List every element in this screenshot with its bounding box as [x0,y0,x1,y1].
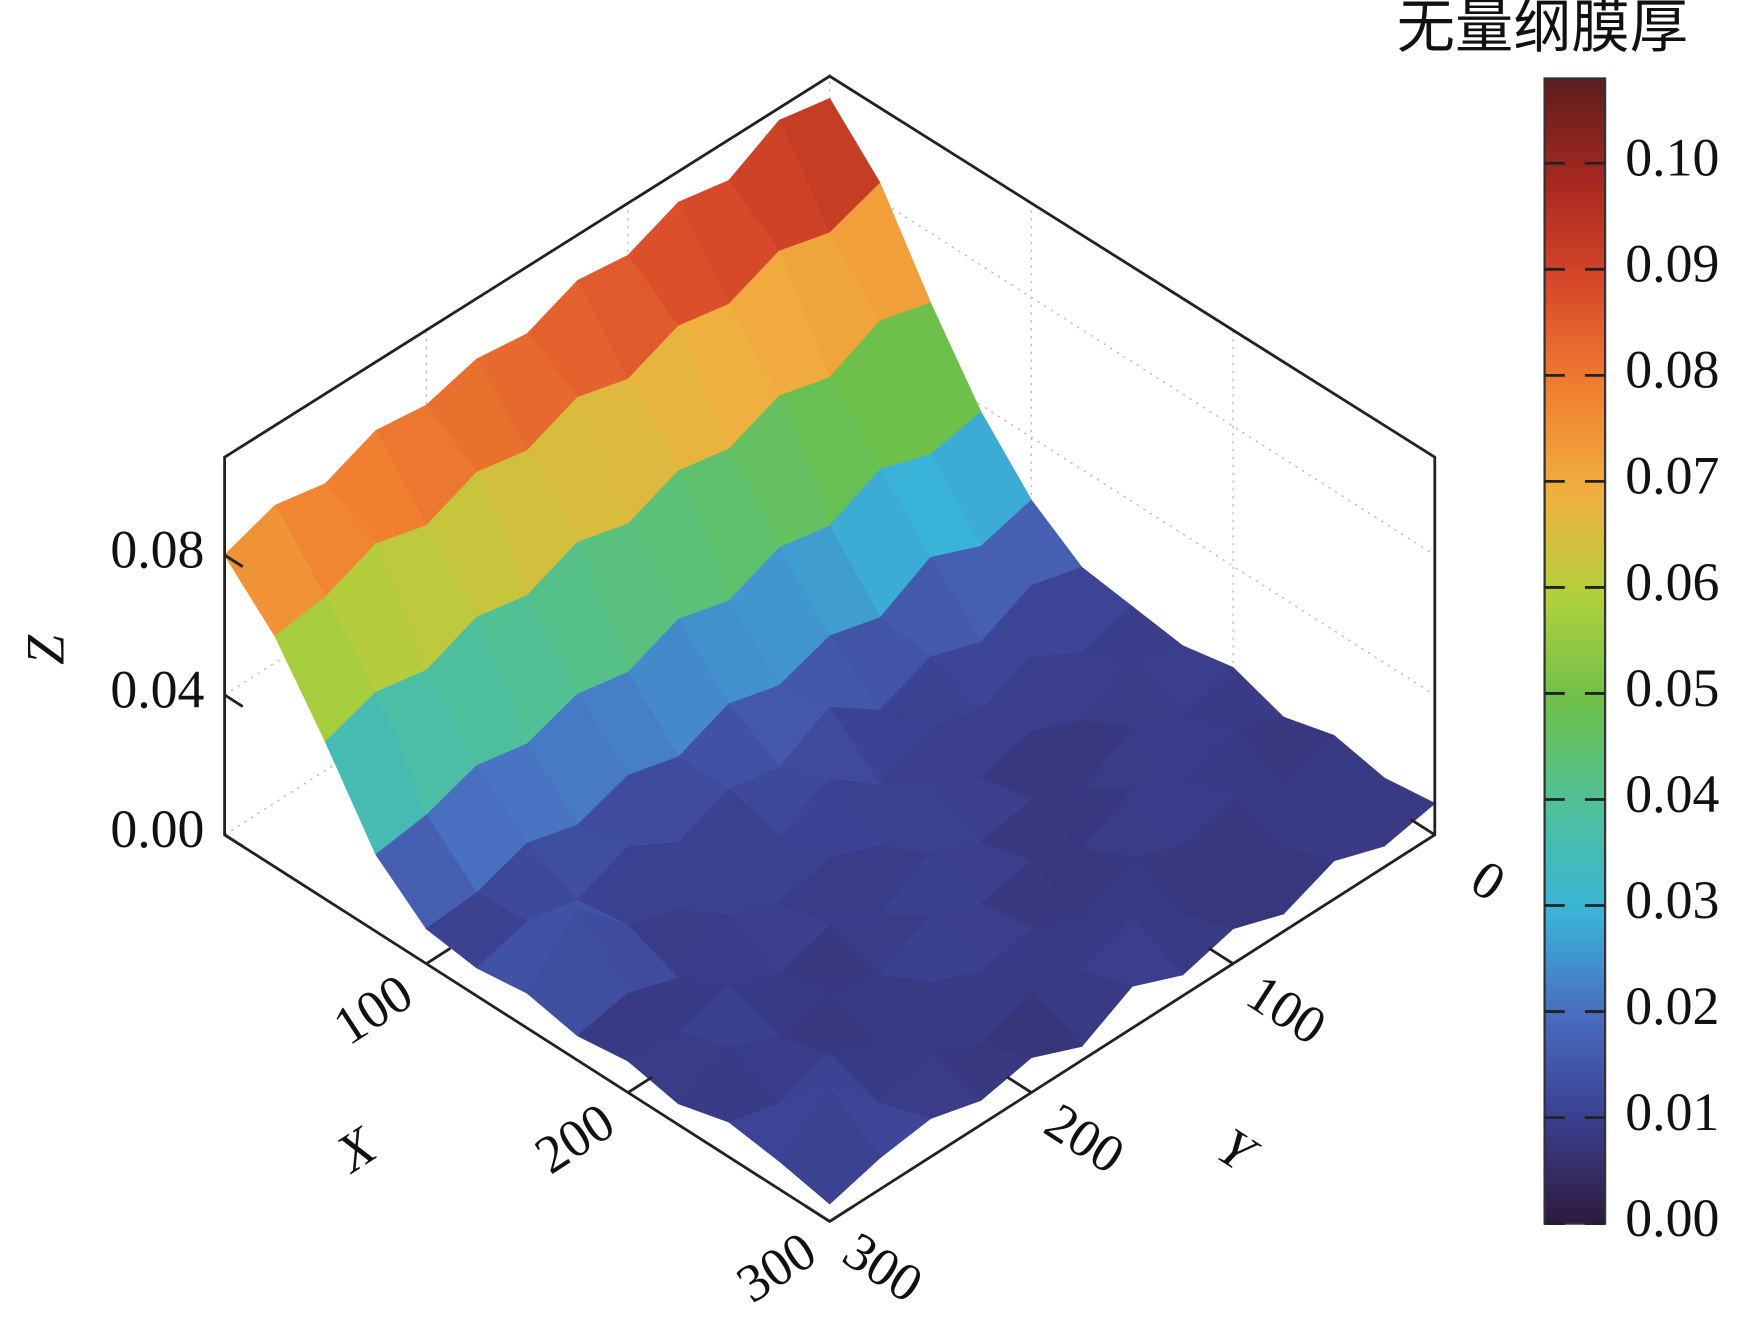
z-tick-label: 0.00 [110,799,204,859]
colorbar [1543,77,1607,1225]
colorbar-tick-label: 0.01 [1625,1082,1719,1142]
y-tick-label: 300 [833,1220,933,1314]
y-axis-label: Y [1207,1116,1269,1185]
colorbar-tick-label: 0.05 [1625,658,1719,718]
z-axis-label: Z [15,634,75,665]
x-tick-label: 100 [323,962,423,1056]
x-tick [425,947,452,965]
y-tick-label: 100 [1236,962,1336,1056]
y-tick-label: 0 [1461,848,1516,913]
z-tick [223,553,244,568]
z-tick-label: 0.04 [110,659,204,719]
colorbar-tick-label: 0.03 [1625,870,1719,930]
colorbar-tick-label: 0.10 [1625,128,1719,188]
y-tick [1006,1075,1033,1094]
colorbar-tick-label: 0.00 [1625,1188,1719,1248]
y-tick [1409,818,1436,836]
x-tick-label: 200 [524,1091,624,1185]
surface-cell [778,1086,881,1205]
colorbar-tick-label: 0.07 [1625,446,1719,506]
y-tick-label: 200 [1035,1091,1135,1185]
x-axis-label: X [324,1114,388,1184]
y-tick [1208,947,1234,965]
colorbar-title: 无量纲膜厚 [1397,0,1688,60]
x-tick-label: 300 [726,1220,826,1314]
x-tick [627,1075,653,1094]
x-tick [828,1204,855,1223]
colorbar-tick-label: 0.09 [1625,234,1719,294]
colorbar-tick-label: 0.02 [1625,976,1719,1036]
colorbar-tick-label: 0.08 [1625,340,1719,400]
y-tick [804,1204,831,1223]
surface [224,98,1436,1205]
z-tick-label: 0.08 [110,519,204,579]
z-tick [223,693,244,708]
z-tick [223,833,244,848]
colorbar-tick-label: 0.04 [1625,764,1719,824]
colorbar-tick-label: 0.06 [1625,552,1719,612]
